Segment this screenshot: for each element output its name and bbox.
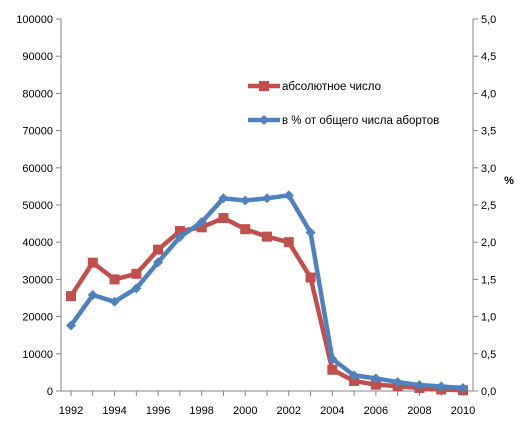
data-point-diamond bbox=[240, 195, 251, 206]
data-point-square bbox=[66, 291, 76, 302]
left-tick-label: 50000 bbox=[22, 200, 53, 212]
series-2 bbox=[66, 190, 468, 394]
data-point-diamond bbox=[262, 193, 272, 204]
right-tick-label: 2,0 bbox=[481, 237, 496, 249]
data-point-square bbox=[153, 244, 164, 255]
legend-swatch-square bbox=[259, 81, 269, 91]
x-tick-label: 2004 bbox=[320, 405, 344, 417]
data-point-diamond bbox=[283, 190, 294, 201]
x-tick-label: 1992 bbox=[59, 405, 83, 417]
left-tick-label: 60000 bbox=[22, 163, 53, 175]
left-tick-label: 30000 bbox=[22, 274, 53, 286]
data-point-diamond bbox=[305, 227, 316, 238]
right-tick-label: 1,0 bbox=[481, 312, 496, 324]
x-tick-label: 2008 bbox=[407, 405, 431, 417]
x-tick-label: 1996 bbox=[146, 405, 170, 417]
data-point-diamond bbox=[131, 283, 142, 294]
right-tick-label: 5,0 bbox=[481, 14, 496, 26]
data-point-square bbox=[305, 272, 316, 283]
data-point-square bbox=[262, 231, 272, 242]
data-point-diamond bbox=[174, 231, 185, 242]
legend-swatch-diamond bbox=[259, 115, 269, 125]
data-point-diamond bbox=[414, 380, 425, 391]
data-point-diamond bbox=[66, 320, 76, 331]
left-tick-label: 80000 bbox=[22, 88, 53, 100]
data-point-square bbox=[240, 224, 251, 235]
right-tick-label: 4,5 bbox=[481, 51, 496, 63]
left-tick-label: 70000 bbox=[22, 126, 53, 138]
data-point-diamond bbox=[370, 373, 381, 384]
series-line bbox=[68, 193, 466, 391]
data-point-diamond bbox=[327, 354, 338, 365]
x-tick-label: 1998 bbox=[189, 405, 213, 417]
legend-label: в % от общего числа абортов bbox=[282, 115, 439, 127]
series-1 bbox=[66, 213, 468, 396]
data-point-square bbox=[87, 257, 98, 268]
right-tick-label: 3,5 bbox=[481, 126, 496, 138]
x-tick-label: 2006 bbox=[364, 405, 388, 417]
data-point-square bbox=[174, 226, 185, 237]
x-tick-label: 2010 bbox=[451, 405, 475, 417]
legend: абсолютное число в % от общего числа абор… bbox=[248, 81, 439, 127]
data-point-diamond bbox=[349, 370, 360, 381]
data-point-diamond bbox=[218, 193, 229, 204]
data-point-diamond bbox=[109, 296, 120, 307]
data-point-square bbox=[370, 379, 381, 390]
legend-label: абсолютное число bbox=[282, 81, 381, 93]
axes-layer: 0 10000 20000 30000 40000 50000 60000 70000 8000… bbox=[16, 14, 496, 417]
legend-item-2: в % от общего числа абортов bbox=[248, 115, 439, 127]
x-tick-label: 1994 bbox=[102, 405, 126, 417]
right-tick-label: 1,5 bbox=[481, 274, 496, 286]
data-point-diamond bbox=[436, 381, 447, 392]
data-point-square bbox=[196, 222, 207, 233]
data-point-square bbox=[283, 237, 294, 248]
left-tick-label: 0 bbox=[47, 386, 53, 398]
right-tick-label: 0,5 bbox=[481, 349, 496, 361]
data-point-square bbox=[131, 268, 142, 279]
data-point-square bbox=[327, 364, 338, 375]
series-layer bbox=[66, 190, 468, 396]
data-point-diamond bbox=[196, 217, 207, 228]
right-tick-label: 0,0 bbox=[481, 386, 496, 398]
left-tick-label: 10000 bbox=[22, 349, 53, 361]
data-point-square bbox=[349, 375, 360, 386]
x-tick-label: 2000 bbox=[233, 405, 257, 417]
data-point-diamond bbox=[458, 383, 468, 394]
data-point-diamond bbox=[153, 257, 164, 268]
right-tick-label: 4,0 bbox=[481, 88, 496, 100]
data-point-square bbox=[218, 213, 229, 224]
data-point-diamond bbox=[392, 377, 403, 388]
series-line bbox=[68, 215, 466, 393]
left-tick-label: 100000 bbox=[16, 14, 53, 26]
data-point-square bbox=[109, 274, 120, 285]
left-tick-label: 40000 bbox=[22, 237, 53, 249]
right-tick-label: 3,0 bbox=[481, 163, 496, 175]
legend-item-1: абсолютное число bbox=[248, 81, 381, 93]
x-tick-label: 2002 bbox=[277, 405, 301, 417]
right-axis-title: % bbox=[504, 175, 514, 187]
right-tick-label: 2,5 bbox=[481, 200, 496, 212]
left-tick-label: 90000 bbox=[22, 51, 53, 63]
data-point-diamond bbox=[87, 290, 98, 301]
left-tick-label: 20000 bbox=[22, 312, 53, 324]
